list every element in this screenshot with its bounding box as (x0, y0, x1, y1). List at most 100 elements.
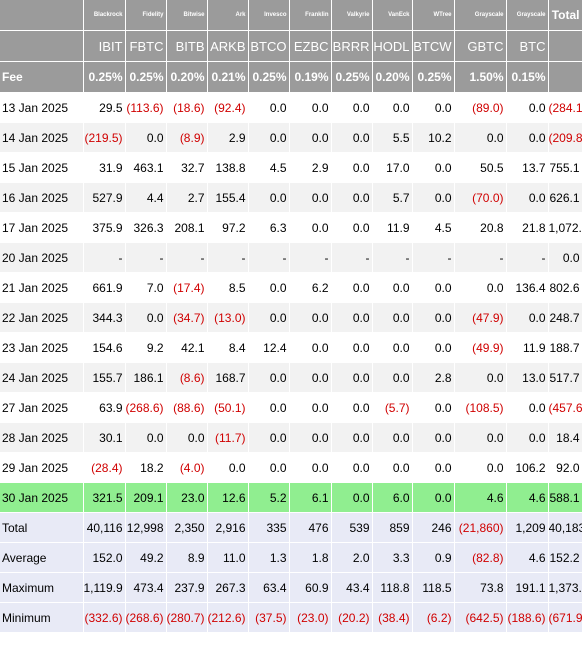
flow-cell: 0.0 (331, 152, 373, 183)
issuer-header: Ark (207, 0, 249, 31)
flow-cell: 9.2 (125, 332, 167, 363)
flow-cell: (88.6) (166, 392, 208, 423)
flow-cell: 0.0 (289, 302, 332, 333)
flow-cell: 0.0 (331, 452, 373, 483)
flow-cell: - (207, 242, 249, 273)
summary-cell: 12,998 (125, 512, 167, 543)
summary-total: 1,373.8 (548, 572, 583, 603)
flow-cell: (49.9) (454, 332, 507, 363)
ticker-total-blank (548, 30, 583, 62)
flow-cell: 2.9 (289, 152, 332, 183)
flow-cell: (8.9) (166, 122, 208, 153)
flow-cell: (219.5) (83, 122, 126, 153)
flow-cell: 527.9 (83, 182, 126, 213)
flow-cell: 0.0 (331, 182, 373, 213)
flow-cell: 2.7 (166, 182, 208, 213)
flow-cell: 0.0 (506, 92, 549, 123)
summary-cell: 40,116 (83, 512, 126, 543)
flow-cell: 0.0 (166, 422, 208, 453)
summary-cell: (82.8) (454, 542, 507, 573)
flow-cell: 0.0 (248, 182, 290, 213)
flow-cell: 5.5 (372, 122, 413, 153)
flow-cell: 0.0 (412, 422, 455, 453)
flow-cell: 4.6 (506, 482, 549, 513)
fee-value: 0.21% (207, 61, 249, 93)
summary-cell: (332.6) (83, 602, 126, 633)
summary-cell: 1.3 (248, 542, 290, 573)
summary-cell: (23.0) (289, 602, 332, 633)
flow-cell: 0.0 (207, 452, 249, 483)
row-total: (457.6) (548, 392, 583, 423)
flow-cell: (13.0) (207, 302, 249, 333)
ticker-header: BRRR (331, 30, 373, 62)
flow-cell: 11.9 (506, 332, 549, 363)
summary-cell: 0.9 (412, 542, 455, 573)
row-date: 28 Jan 2025 (0, 422, 84, 453)
summary-cell: 859 (372, 512, 413, 543)
summary-cell: 4.6 (506, 542, 549, 573)
flow-cell: 0.0 (289, 392, 332, 423)
flow-cell: - (125, 242, 167, 273)
flow-cell: 23.0 (166, 482, 208, 513)
summary-cell: 1,119.9 (83, 572, 126, 603)
flow-cell: 0.0 (125, 422, 167, 453)
flow-cell: 6.0 (372, 482, 413, 513)
flow-cell: 463.1 (125, 152, 167, 183)
flow-cell: 0.0 (331, 272, 373, 303)
table-row: 22 Jan 2025 344.3 0.0 (34.7) (13.0) 0.0 0.0 0.0… (0, 302, 583, 333)
flow-cell: - (454, 242, 507, 273)
etf-flow-table: Blackrock Fidelity Bitwise Ark Invesco Frankl… (0, 0, 583, 633)
fee-value: 0.25% (125, 61, 167, 93)
flow-cell: 0.0 (125, 122, 167, 153)
flow-cell: 10.2 (412, 122, 455, 153)
flow-cell: (50.1) (207, 392, 249, 423)
flow-cell: 17.0 (372, 152, 413, 183)
flow-cell: 0.0 (372, 302, 413, 333)
row-total: 802.6 (548, 272, 583, 303)
flow-cell: - (506, 242, 549, 273)
flow-cell: - (166, 242, 208, 273)
summary-cell: (642.5) (454, 602, 507, 633)
ticker-header: EZBC (289, 30, 332, 62)
flow-cell: 154.6 (83, 332, 126, 363)
ticker-header: FBTC (125, 30, 167, 62)
flow-cell: 0.0 (412, 332, 455, 363)
flow-cell: 155.4 (207, 182, 249, 213)
flow-cell: 0.0 (412, 272, 455, 303)
row-date: 22 Jan 2025 (0, 302, 84, 333)
issuer-header: Valkyrie (331, 0, 373, 31)
ticker-header-row: IBIT FBTC BITB ARKB BTCO EZBC BRRR HODL BTCW GBTC… (0, 30, 583, 62)
row-date: 24 Jan 2025 (0, 362, 84, 393)
summary-cell: (188.6) (506, 602, 549, 633)
flow-cell: - (412, 242, 455, 273)
fee-value: 0.15% (506, 61, 549, 93)
flow-cell: (268.6) (125, 392, 167, 423)
flow-cell: 0.0 (506, 122, 549, 153)
table-row-latest: 30 Jan 2025 321.5 209.1 23.0 12.6 5.2 6.1 0.0 6.… (0, 482, 583, 513)
fee-value: 1.50% (454, 61, 507, 93)
flow-cell: 155.7 (83, 362, 126, 393)
summary-cell: 476 (289, 512, 332, 543)
flow-cell: (92.4) (207, 92, 249, 123)
flow-cell: (11.7) (207, 422, 249, 453)
row-total: 188.7 (548, 332, 583, 363)
flow-cell: 168.7 (207, 362, 249, 393)
summary-cell: (20.2) (331, 602, 373, 633)
row-total: 588.1 (548, 482, 583, 513)
summary-cell: 335 (248, 512, 290, 543)
summary-label: Total (0, 512, 84, 543)
flow-cell: 0.0 (289, 332, 332, 363)
flow-cell: 0.0 (248, 422, 290, 453)
flow-cell: 0.0 (248, 302, 290, 333)
summary-cell: 118.5 (412, 572, 455, 603)
flow-cell: 0.0 (248, 392, 290, 423)
flow-cell: 7.0 (125, 272, 167, 303)
fee-value: 0.25% (83, 61, 126, 93)
summary-cell: 2,350 (166, 512, 208, 543)
flow-cell: 0.0 (289, 122, 332, 153)
flow-cell: 106.2 (506, 452, 549, 483)
summary-total: 40,183 (548, 512, 583, 543)
issuer-header: Invesco (248, 0, 290, 31)
row-total: (209.8) (548, 122, 583, 153)
flow-cell: 0.0 (454, 422, 507, 453)
